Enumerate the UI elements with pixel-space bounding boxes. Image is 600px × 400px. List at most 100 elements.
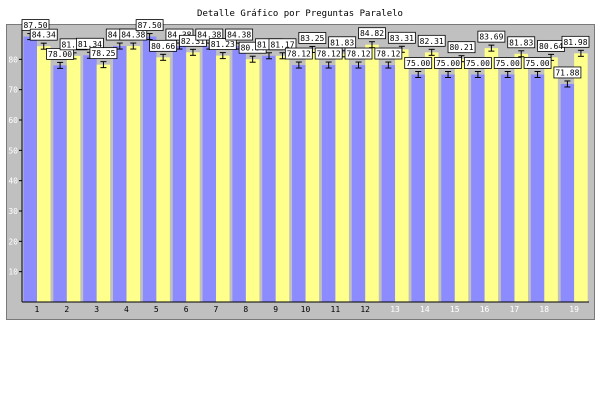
data-label: 80.66 (151, 42, 175, 51)
bar (544, 57, 558, 302)
bar (23, 36, 37, 302)
bar (245, 59, 260, 302)
data-label-box (298, 32, 327, 44)
data-label: 71.88 (555, 68, 579, 77)
data-label-box (463, 57, 492, 69)
bar (83, 55, 97, 303)
data-label: 75.00 (436, 59, 460, 68)
bar (292, 65, 306, 302)
y-tick-label: 20 (8, 237, 18, 246)
data-label-box (404, 57, 433, 69)
data-label-box (417, 34, 446, 47)
data-label-box (523, 57, 552, 69)
bar (395, 49, 409, 302)
data-label: 84.38 (227, 31, 251, 40)
bar (305, 49, 320, 302)
data-label: 75.00 (466, 59, 490, 68)
x-tick-label: 1 (35, 305, 40, 314)
bar (186, 52, 200, 303)
bar (411, 74, 425, 302)
data-label-box (344, 47, 373, 60)
bar (232, 46, 246, 302)
bar (126, 46, 141, 302)
bar (454, 58, 469, 302)
data-label-box (447, 41, 476, 54)
data-label-box (553, 66, 582, 79)
data-label: 80.04 (241, 44, 265, 53)
data-label: 84.38 (197, 31, 221, 40)
x-tick-label: 15 (450, 305, 460, 314)
data-label: 81.83 (330, 38, 354, 47)
data-label: 80.64 (539, 42, 563, 51)
x-tick-label: 6 (184, 305, 189, 314)
data-label: 75.00 (526, 59, 550, 68)
data-label: 80.21 (449, 43, 473, 52)
bar (365, 44, 379, 302)
bar (96, 64, 111, 303)
x-tick-label: 11 (331, 305, 341, 314)
bar (37, 46, 51, 302)
data-label-box (208, 38, 237, 51)
bar (500, 74, 515, 302)
data-label-box (328, 36, 357, 49)
data-label: 83.31 (390, 34, 414, 43)
data-label-box (268, 38, 297, 51)
x-tick-label: 18 (539, 305, 549, 314)
x-tick-label: 13 (390, 305, 400, 314)
bar (66, 55, 81, 302)
bar (441, 74, 455, 302)
data-label: 83.69 (479, 33, 503, 42)
data-label-box (374, 47, 403, 60)
data-label-box (434, 57, 462, 69)
bar (142, 36, 157, 302)
bar (262, 55, 276, 302)
data-label-box (387, 31, 416, 44)
x-tick-label: 2 (64, 305, 69, 314)
bar (530, 74, 545, 302)
bar (335, 53, 349, 302)
x-tick-label: 16 (480, 305, 490, 314)
data-label: 78.25 (91, 49, 115, 58)
y-tick-label: 40 (8, 177, 18, 186)
data-label-box (284, 47, 313, 60)
data-label: 78.12 (287, 50, 311, 59)
data-label: 83.25 (300, 34, 324, 43)
x-tick-label: 7 (214, 305, 219, 314)
data-label: 81.34 (78, 40, 102, 49)
data-label-box (119, 28, 148, 41)
bar (351, 65, 366, 302)
bar (216, 55, 230, 303)
data-label-box (507, 36, 536, 49)
y-tick-label: 80 (8, 55, 18, 64)
data-label-box (149, 39, 178, 52)
y-tick-label: 30 (8, 207, 18, 216)
chart-title: Detalle Gráfico por Preguntas Paralelo (197, 9, 403, 19)
data-label: 78.12 (317, 50, 341, 59)
bar (156, 57, 170, 303)
data-label-box (477, 30, 506, 43)
y-tick-label: 10 (8, 268, 18, 277)
bar (113, 46, 127, 302)
data-label: 78.12 (376, 50, 400, 59)
y-tick-label: 60 (8, 116, 18, 125)
data-label: 78.00 (48, 50, 72, 59)
x-tick-label: 10 (301, 305, 311, 314)
data-label-box (493, 57, 522, 69)
x-tick-label: 5 (154, 305, 159, 314)
x-tick-label: 3 (94, 305, 99, 314)
data-label-box (179, 34, 207, 47)
x-tick-label: 12 (360, 305, 370, 314)
bar (275, 55, 290, 302)
data-label: 84.34 (32, 31, 56, 40)
data-label: 84.82 (360, 29, 384, 38)
data-label: 81.83 (509, 38, 533, 47)
data-label-box (135, 19, 164, 31)
data-label-box (358, 27, 386, 40)
bar (484, 48, 499, 302)
bar (381, 65, 396, 302)
data-label-box (225, 28, 254, 41)
data-label: 84.38 (121, 31, 145, 40)
data-label-box (89, 47, 118, 60)
y-tick-label: 50 (8, 146, 18, 155)
bar (574, 53, 588, 302)
